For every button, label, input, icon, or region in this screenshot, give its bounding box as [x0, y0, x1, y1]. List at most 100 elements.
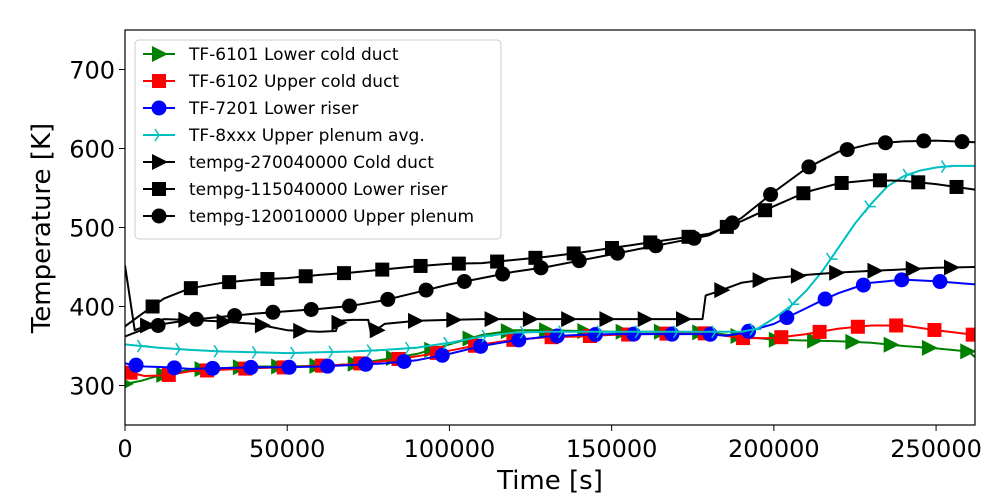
y-tick-label: 300 — [69, 373, 115, 401]
series-point — [243, 359, 259, 375]
series-point — [855, 277, 871, 293]
series-point — [336, 266, 351, 281]
series-point — [451, 256, 466, 271]
series-point — [932, 274, 948, 290]
series-line — [125, 164, 975, 355]
legend: TF-6101 Lower cold duct TF-6102 Upper col… — [134, 39, 502, 240]
series-point — [205, 360, 221, 376]
legend-label: TF-8xxx Upper plenum avg. — [188, 126, 425, 146]
legend-marker — [152, 182, 166, 196]
series-line — [125, 278, 975, 370]
series-point — [418, 282, 434, 298]
series-point — [960, 343, 975, 360]
series-point — [342, 298, 358, 314]
series-6 — [125, 133, 975, 338]
series-point — [484, 311, 501, 328]
series-point — [905, 260, 922, 277]
legend-label: tempg-120010000 Upper plenum — [189, 207, 474, 227]
legend-marker — [151, 208, 167, 224]
series-point — [396, 353, 412, 369]
series-point — [724, 215, 740, 231]
series-point — [711, 325, 723, 339]
series-point — [145, 299, 160, 314]
series-point — [807, 332, 824, 349]
series-point — [940, 160, 953, 173]
series-point — [714, 282, 731, 299]
series-point — [481, 329, 494, 343]
y-axis: 300 400 500 600 700 — [69, 57, 125, 401]
legend-label: tempg-270040000 Cold duct — [189, 153, 434, 173]
series-point — [213, 344, 226, 358]
series-point — [883, 336, 900, 353]
series-point — [443, 336, 455, 350]
series-point — [850, 319, 865, 334]
series-point — [921, 339, 938, 356]
series-point — [943, 259, 960, 276]
y-tick-label: 400 — [69, 294, 115, 322]
legend-label: TF-6102 Upper cold duct — [188, 72, 399, 92]
series-point — [533, 260, 549, 276]
series-point — [779, 310, 795, 326]
series-point — [293, 322, 310, 339]
series-point — [796, 186, 811, 201]
series-layer — [125, 133, 975, 389]
series-point — [519, 325, 532, 339]
series-point — [787, 297, 800, 311]
series-point — [965, 327, 975, 342]
legend-label: TF-6101 Lower cold duct — [188, 45, 399, 65]
series-point — [369, 322, 386, 339]
series-line — [125, 265, 975, 338]
legend-item: TF-7201 Lower riser — [143, 99, 358, 119]
series-point — [587, 327, 603, 343]
series-point — [227, 308, 243, 324]
series-point — [889, 318, 904, 333]
series-3 — [125, 160, 975, 360]
series-point — [648, 238, 664, 254]
y-tick-label: 600 — [69, 136, 115, 164]
series-point — [558, 325, 570, 339]
series-point — [175, 342, 187, 356]
series-point — [839, 142, 855, 158]
legend-label: tempg-115040000 Lower riser — [189, 180, 448, 200]
series-point — [763, 187, 779, 203]
series-point — [380, 291, 396, 307]
x-tick-label: 50000 — [249, 435, 325, 463]
series-point — [188, 311, 204, 327]
series-point — [522, 311, 539, 328]
legend-item: tempg-120010000 Upper plenum — [143, 207, 474, 227]
series-point — [490, 254, 505, 269]
legend-item: TF-6101 Lower cold duct — [143, 45, 399, 65]
series-point — [817, 291, 833, 307]
series-point — [303, 301, 319, 317]
legend-label: TF-7201 Lower riser — [188, 99, 358, 119]
series-point — [495, 266, 511, 282]
series-point — [686, 230, 702, 246]
x-axis-label: Time [s] — [496, 466, 603, 496]
series-4 — [125, 259, 975, 339]
series-point — [634, 325, 647, 339]
legend-item: tempg-270040000 Cold duct — [143, 153, 434, 173]
series-point — [260, 272, 275, 287]
series-point — [183, 281, 198, 296]
series-point — [954, 134, 970, 150]
series-point — [911, 175, 926, 190]
series-point — [571, 253, 587, 269]
series-point — [826, 252, 838, 266]
x-tick-label: 250000 — [890, 435, 982, 463]
series-point — [413, 258, 428, 273]
series-point — [328, 345, 340, 359]
x-tick-label: 100000 — [404, 435, 496, 463]
x-tick-label: 0 — [117, 435, 132, 463]
legend-marker — [152, 154, 168, 170]
legend-frame — [134, 39, 502, 240]
series-point — [128, 357, 144, 373]
legend-item: TF-6102 Upper cold duct — [143, 72, 399, 92]
legend-marker — [151, 100, 167, 116]
series-point — [801, 159, 817, 175]
y-axis-label: Temperature [K] — [27, 123, 57, 334]
series-point — [867, 262, 884, 279]
series-point — [222, 275, 237, 290]
series-point — [434, 347, 450, 363]
series-point — [281, 359, 297, 375]
